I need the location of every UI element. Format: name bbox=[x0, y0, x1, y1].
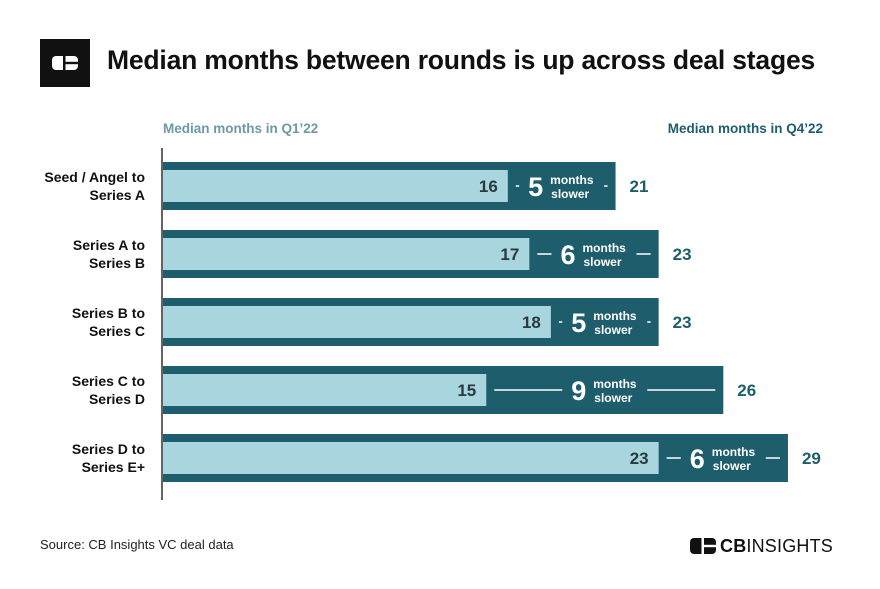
category-label: Series D to bbox=[72, 441, 145, 457]
data-label-q4: 23 bbox=[673, 313, 692, 332]
bar-q1 bbox=[163, 442, 659, 474]
difference-unit-slower: slower bbox=[584, 255, 622, 269]
data-label-q4: 26 bbox=[737, 381, 756, 400]
difference-unit-months: months bbox=[593, 377, 637, 391]
bar-q1 bbox=[163, 374, 487, 406]
difference-value: 6 bbox=[560, 240, 575, 270]
category-label: Series B bbox=[89, 255, 145, 271]
difference-unit-months: months bbox=[712, 445, 756, 459]
bar-q1 bbox=[163, 306, 551, 338]
difference-unit-months: months bbox=[550, 173, 594, 187]
bar-q1 bbox=[163, 170, 508, 202]
category-label: Series B to bbox=[72, 305, 145, 321]
legend-q4-label: Median months in Q4’22 bbox=[667, 121, 823, 136]
data-label-q1: 17 bbox=[500, 245, 519, 264]
data-label-q4: 21 bbox=[630, 177, 649, 196]
difference-unit-slower: slower bbox=[551, 187, 589, 201]
data-label-q1: 16 bbox=[479, 177, 498, 196]
source-note: Source: CB Insights VC deal data bbox=[40, 537, 234, 552]
cb-insights-logo-icon bbox=[40, 39, 90, 87]
data-label-q1: 18 bbox=[522, 313, 541, 332]
legend-q1-label: Median months in Q1’22 bbox=[163, 121, 319, 136]
category-label: Seed / Angel to bbox=[44, 169, 145, 185]
data-label-q1: 15 bbox=[457, 381, 476, 400]
data-label-q4: 29 bbox=[802, 449, 821, 468]
difference-value: 5 bbox=[571, 308, 586, 338]
data-label-q4: 23 bbox=[673, 245, 692, 264]
brand-wordmark: CBINSIGHTS bbox=[720, 536, 833, 557]
category-label: Series A to bbox=[73, 237, 145, 253]
category-label: Series E+ bbox=[82, 459, 145, 475]
data-label-q1: 23 bbox=[630, 449, 649, 468]
difference-value: 6 bbox=[690, 444, 705, 474]
category-label: Series C to bbox=[72, 373, 145, 389]
category-label: Series A bbox=[89, 187, 145, 203]
brand-logo: CBINSIGHTS bbox=[690, 534, 833, 558]
difference-unit-slower: slower bbox=[594, 391, 632, 405]
difference-unit-slower: slower bbox=[594, 323, 632, 337]
category-label: Series D bbox=[89, 391, 145, 407]
difference-value: 9 bbox=[571, 376, 586, 406]
difference-unit-slower: slower bbox=[713, 459, 751, 473]
page-title: Median months between rounds is up acros… bbox=[107, 45, 816, 75]
difference-unit-months: months bbox=[593, 309, 637, 323]
logo-glyph-icon bbox=[52, 56, 78, 70]
difference-value: 5 bbox=[528, 172, 543, 202]
bar-q1 bbox=[163, 238, 530, 270]
difference-unit-months: months bbox=[583, 241, 627, 255]
brand-bold: CB bbox=[720, 535, 747, 556]
cb-insights-brand-icon bbox=[690, 538, 716, 554]
category-label: Series C bbox=[89, 323, 145, 339]
brand-rest: INSIGHTS bbox=[746, 535, 834, 556]
